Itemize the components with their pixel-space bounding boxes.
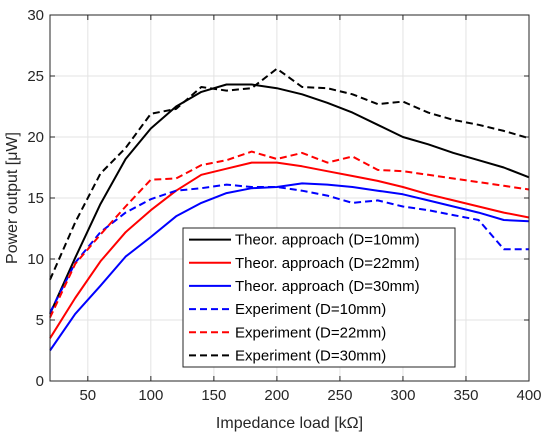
legend: Theor. approach (D=10mm) Theor. approach … — [182, 227, 456, 368]
tick-layer: 0 5 10 15 20 25 30 50 100 150 200 250 300 350 400 — [27, 7, 541, 404]
series-line-1 — [49, 83, 530, 315]
y-tick-label: 20 — [27, 129, 44, 146]
x-tick-label: 400 — [516, 387, 541, 404]
y-tick-label: 0 — [36, 373, 44, 390]
series-line-2 — [49, 161, 530, 339]
legend-label: Experiment (D=10mm) — [235, 301, 386, 318]
x-tick-label: 300 — [390, 387, 415, 404]
x-tick-label: 50 — [79, 387, 96, 404]
y-tick-label: 25 — [27, 68, 44, 85]
series-line-5 — [49, 150, 530, 319]
x-tick-label: 100 — [138, 387, 163, 404]
legend-label: Theor. approach (D=30mm) — [235, 278, 420, 295]
legend-box — [182, 227, 456, 368]
series-line-3 — [49, 182, 530, 352]
x-tick-label: 200 — [264, 387, 289, 404]
x-tick-label: 150 — [201, 387, 226, 404]
legend-label: Experiment (D=22mm) — [235, 324, 386, 341]
series-line-6 — [49, 67, 530, 281]
legend-label: Experiment (D=30mm) — [235, 347, 386, 364]
series-layer — [49, 67, 530, 352]
y-tick-label: 15 — [27, 190, 44, 207]
legend-label: Theor. approach (D=22mm) — [235, 255, 420, 272]
x-axis-label: Impedance load [kΩ] — [216, 415, 363, 432]
x-tick-label: 350 — [453, 387, 478, 404]
y-tick-label: 30 — [27, 7, 44, 24]
y-tick-label: 5 — [36, 312, 44, 329]
y-tick-label: 10 — [27, 251, 44, 268]
legend-label: Theor. approach (D=10mm) — [235, 232, 420, 249]
series-line-4 — [49, 183, 529, 314]
y-axis-label: Power output [μW] — [4, 132, 21, 264]
x-tick-label: 250 — [327, 387, 352, 404]
